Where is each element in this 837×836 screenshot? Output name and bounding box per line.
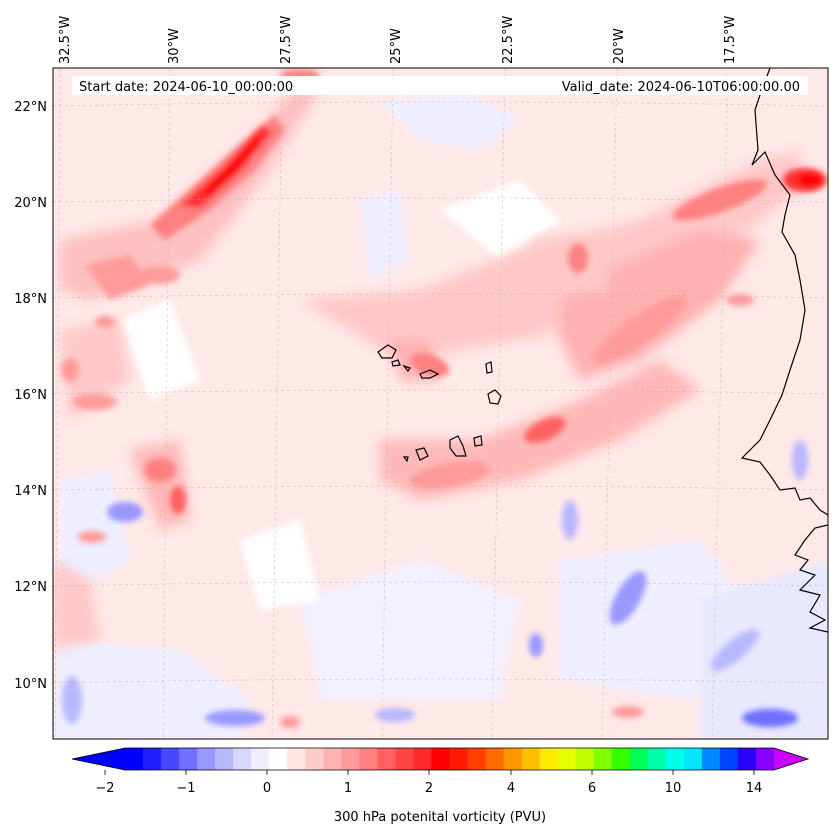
cb-tick-label: 0 xyxy=(263,781,271,796)
colorbar-cell xyxy=(521,748,541,770)
cb-tick-label: 1 xyxy=(344,781,352,796)
colorbar-cell xyxy=(143,748,162,770)
colorbar-cell xyxy=(737,748,757,770)
colorbar-cell xyxy=(449,748,469,770)
colorbar-cell xyxy=(395,748,414,770)
colorbar-tick-labels: −2 −1 0 1 2 4 6 10 14 xyxy=(95,781,762,796)
colorbar-outline xyxy=(71,747,810,771)
lat-label-18n: 18°N xyxy=(14,292,47,307)
cb-tick-label: −1 xyxy=(176,781,195,796)
colorbar-cell xyxy=(719,748,739,770)
graticule xyxy=(53,68,828,739)
colorbar-cell xyxy=(485,748,505,770)
lon-label-30w: 30°W xyxy=(167,28,182,64)
lat-label-14n: 14°N xyxy=(14,484,47,499)
header-box xyxy=(72,76,808,95)
colorbar-title: 300 hPa potenital vorticity (PVU) xyxy=(334,810,546,825)
latitude-labels: 22°N 20°N 18°N 16°N 14°N 12°N 10°N xyxy=(14,100,47,692)
colorbar-cell xyxy=(431,748,450,770)
cb-tick-label: 10 xyxy=(665,781,682,796)
colorbar-cell xyxy=(611,748,631,770)
valid-date-label: Valid_date: 2024-06-10T06:00:00.00 xyxy=(562,80,800,95)
lat-label-12n: 12°N xyxy=(14,580,47,595)
colorbar-cell xyxy=(323,748,342,770)
colorbar-cell xyxy=(161,748,180,770)
coastlines xyxy=(377,68,828,633)
lon-label-17-5w: 17.5°W xyxy=(723,16,738,64)
lat-label-22n: 22°N xyxy=(14,100,47,115)
lat-label-20n: 20°N xyxy=(14,196,47,211)
colorbar-cell xyxy=(233,748,252,770)
colorbar-cell xyxy=(341,748,360,770)
colorbar-cell xyxy=(287,748,306,770)
longitude-labels: 32.5°W 30°W 27.5°W 25°W 22.5°W 20°W 17.5… xyxy=(58,16,738,64)
colorbar-cell xyxy=(305,748,324,770)
lon-label-27-5w: 27.5°W xyxy=(279,16,294,64)
map-frame xyxy=(52,67,829,740)
colorbar-cell xyxy=(359,748,378,770)
colorbar-cell xyxy=(665,748,685,770)
colorbar-cell xyxy=(539,748,559,770)
lon-label-20w: 20°W xyxy=(612,28,627,64)
colorbar-cells xyxy=(125,748,775,770)
colorbar-cell xyxy=(701,748,721,770)
colorbar-cell xyxy=(377,748,396,770)
colorbar-cell xyxy=(125,748,144,770)
lon-label-32-5w: 32.5°W xyxy=(58,16,73,64)
colorbar-cell xyxy=(467,748,487,770)
colorbar-cell xyxy=(413,748,432,770)
colorbar: −2 −1 0 1 2 4 6 10 14 300 hPa potenital … xyxy=(71,747,810,825)
negative-pv-blobs xyxy=(62,440,808,727)
colorbar-cell xyxy=(179,748,198,770)
colorbar-cell xyxy=(197,748,216,770)
colorbar-cell xyxy=(683,748,703,770)
cb-tick-label: 2 xyxy=(425,781,433,796)
colorbar-cell xyxy=(557,748,577,770)
cb-tick-label: 4 xyxy=(507,781,515,796)
colorbar-cell xyxy=(647,748,667,770)
start-date-label: Start date: 2024-06-10_00:00:00 xyxy=(79,80,293,95)
colorbar-cell xyxy=(215,748,234,770)
colorbar-cell xyxy=(575,748,595,770)
cb-tick-label: −2 xyxy=(95,781,114,796)
lat-label-16n: 16°N xyxy=(14,388,47,403)
colorbar-under-triangle xyxy=(72,748,125,770)
colorbar-over-triangle xyxy=(774,748,808,770)
colorbar-cell xyxy=(629,748,649,770)
colorbar-cell xyxy=(251,748,270,770)
cb-tick-label: 6 xyxy=(588,781,596,796)
high-pv-cores xyxy=(61,69,827,728)
colorbar-cell xyxy=(503,748,523,770)
colorbar-cell xyxy=(593,748,613,770)
lon-label-25w: 25°W xyxy=(389,28,404,64)
colorbar-cell xyxy=(269,748,288,770)
lat-label-10n: 10°N xyxy=(14,677,47,692)
cb-tick-label: 14 xyxy=(746,781,763,796)
colorbar-ticks xyxy=(104,770,755,775)
colorbar-cell xyxy=(755,748,775,770)
map-plot-area: Start date: 2024-06-10_00:00:00 Valid_da… xyxy=(53,68,828,739)
lon-label-22-5w: 22.5°W xyxy=(501,16,516,64)
low-pv-patches xyxy=(53,95,828,739)
